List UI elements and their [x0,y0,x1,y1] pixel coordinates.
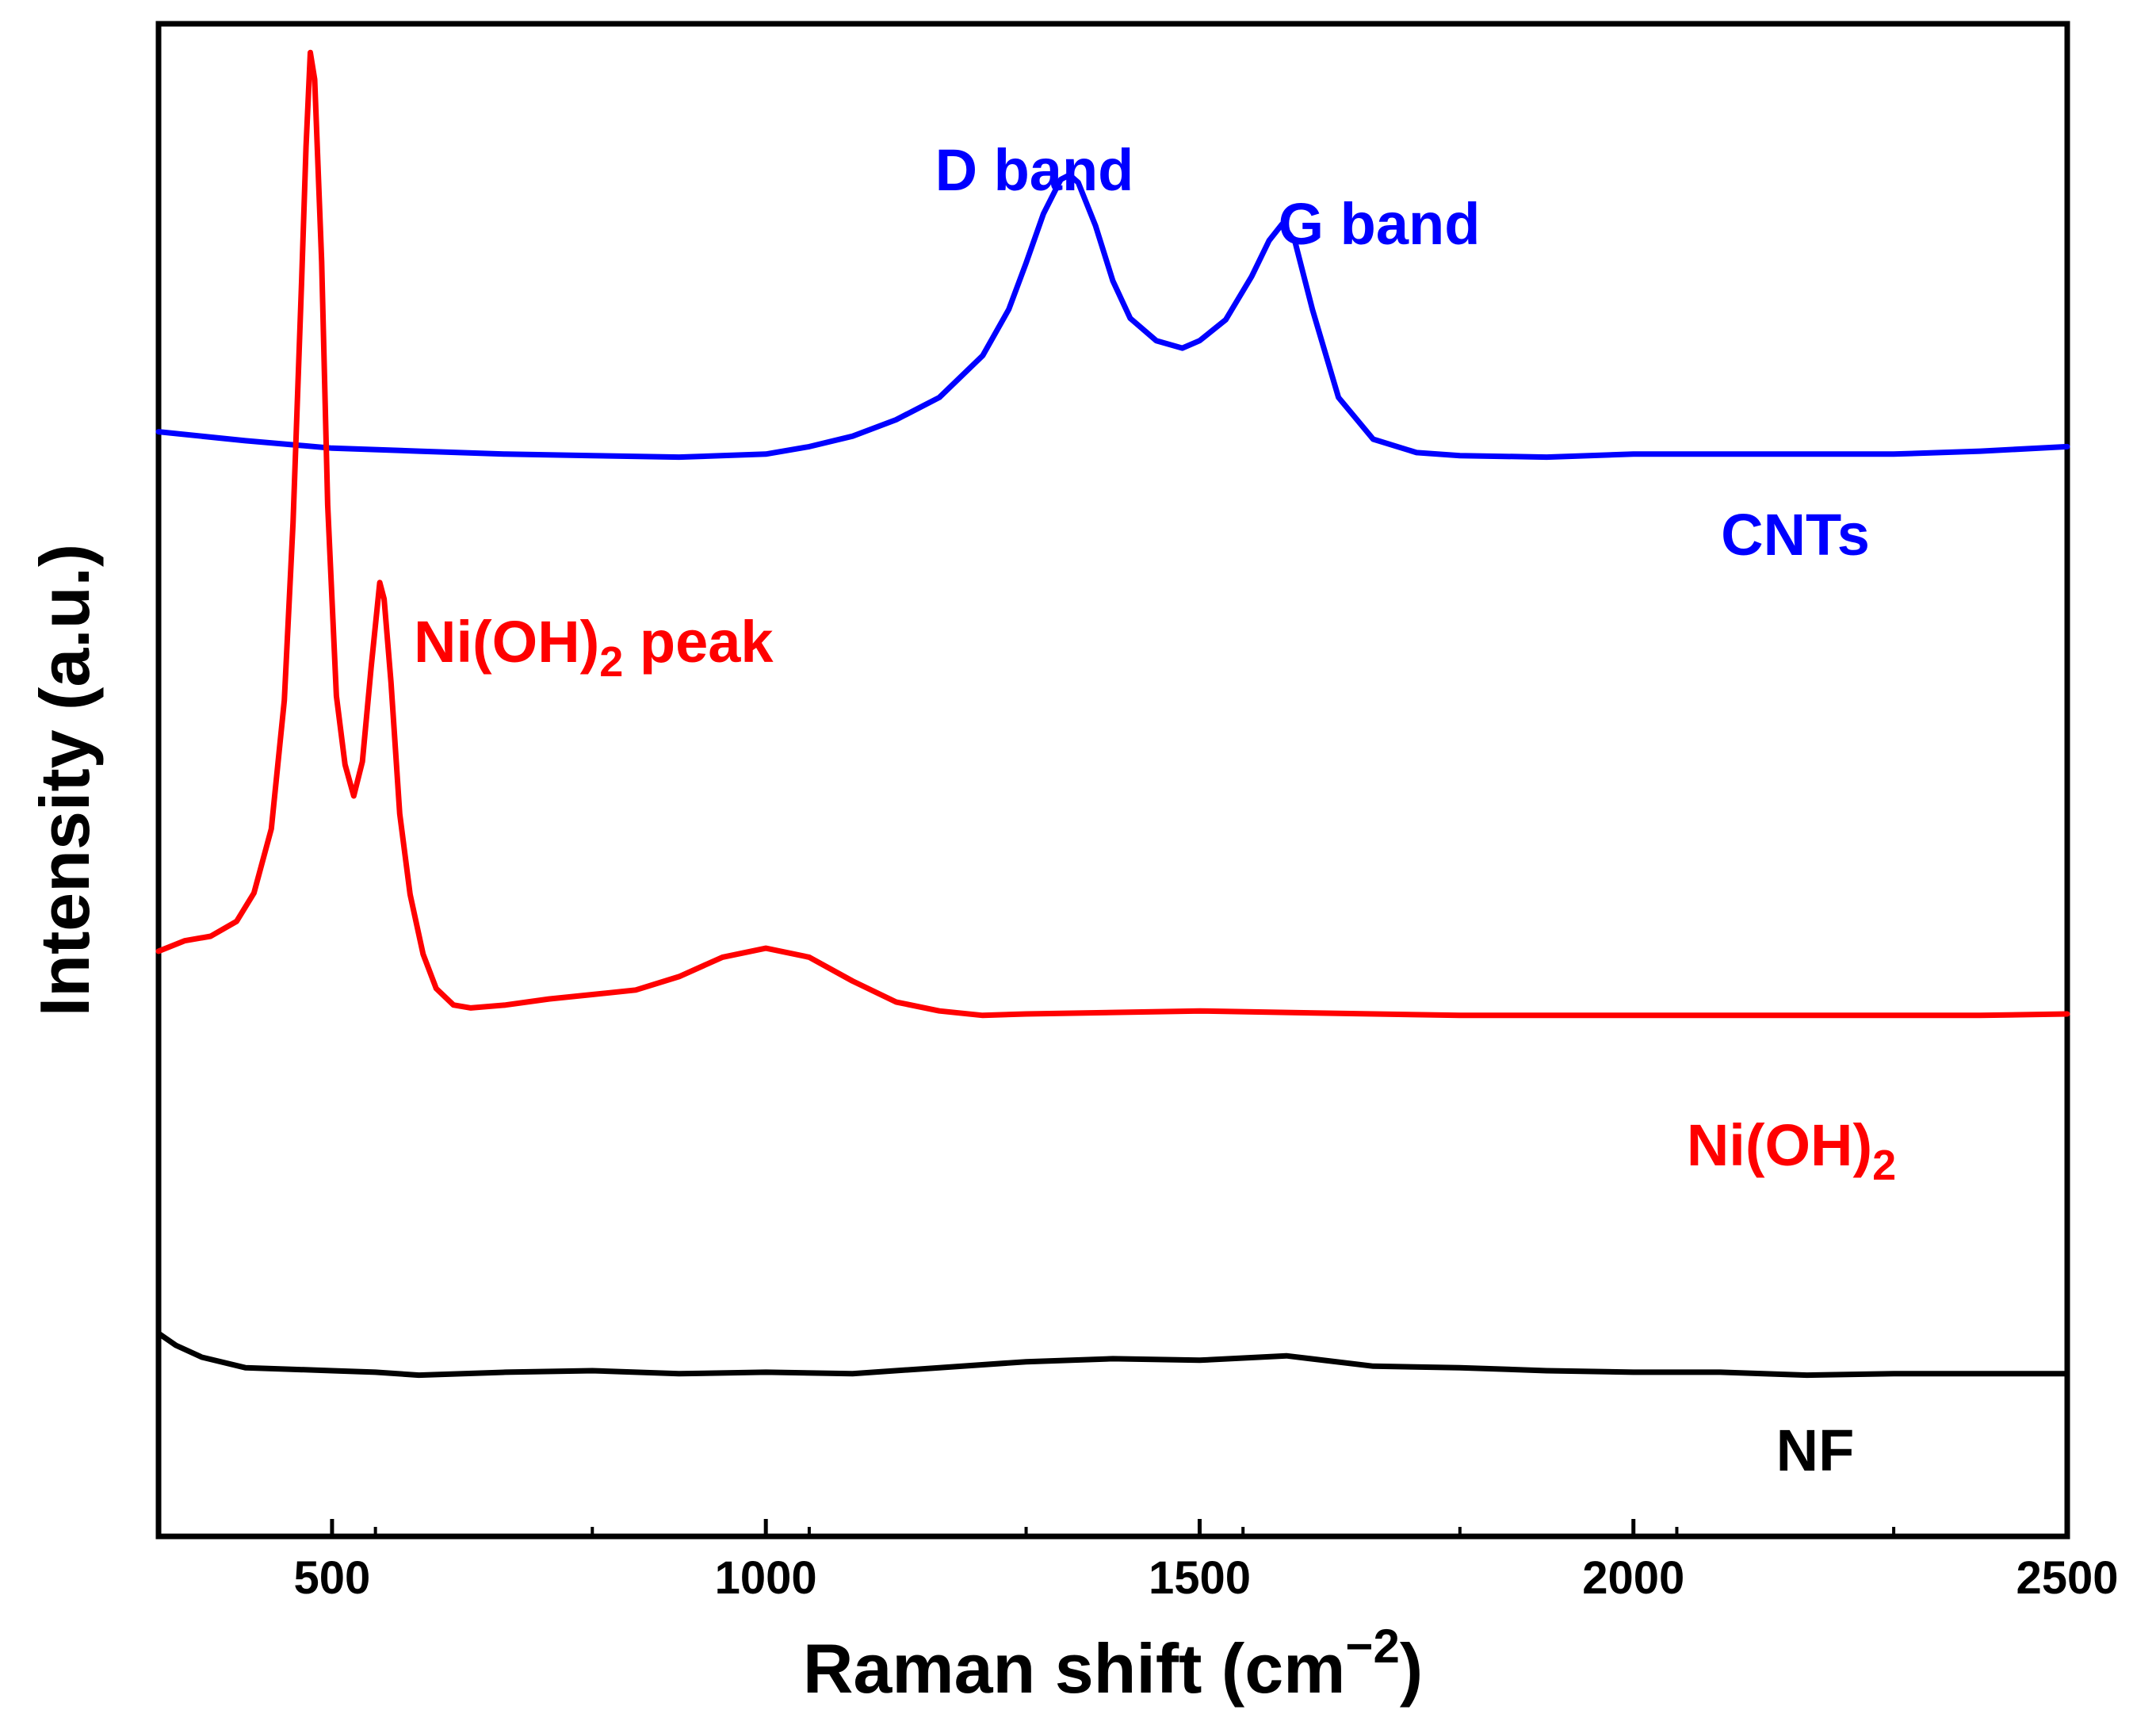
annotation-g-band: G band [1279,191,1481,257]
series-label-nf: NF [1776,1417,1855,1483]
annotation-d-band: D band [935,137,1134,203]
series-label-nioh2: Ni(OH)2 [1687,1112,1896,1189]
x-axis-label: Raman shift (cm−2) [803,1620,1423,1708]
x-tick-label-2500: 2500 [2016,1552,2118,1604]
series-line-cnts [155,172,2070,461]
series-lines [155,49,2070,1379]
series-label-nioh2-main: Ni(OH) [1687,1112,1872,1178]
x-axis-label-sup: −2 [1345,1620,1399,1673]
annotation-nioh2-peak-main: Ni(OH) [414,609,599,675]
series-label-nioh2-sub: 2 [1872,1142,1896,1189]
annotation-nioh2-peak-suffix: peak [623,609,774,675]
x-axis-label-main: Raman shift (cm [803,1629,1346,1708]
y-axis-label: Intensity (a.u.) [25,544,104,1017]
x-axis-tick-labels: 500 1000 1500 2000 2500 [294,1552,2119,1604]
annotation-nioh2-peak-sub: 2 [599,638,623,686]
annotation-nioh2-peak: Ni(OH)2 peak [414,609,774,686]
x-axis-label-close: ) [1400,1629,1423,1708]
x-tick-label-2000: 2000 [1582,1552,1684,1604]
x-tick-label-500: 500 [294,1552,371,1604]
series-line-nioh2 [155,49,2070,1019]
series-label-cnts: CNTs [1721,502,1870,568]
x-axis-ticks [157,1519,2070,1536]
x-tick-label-1000: 1000 [715,1552,817,1604]
plot-frame [155,21,2070,1540]
x-tick-label-1500: 1500 [1149,1552,1251,1604]
series-line-nf [155,1330,2070,1379]
